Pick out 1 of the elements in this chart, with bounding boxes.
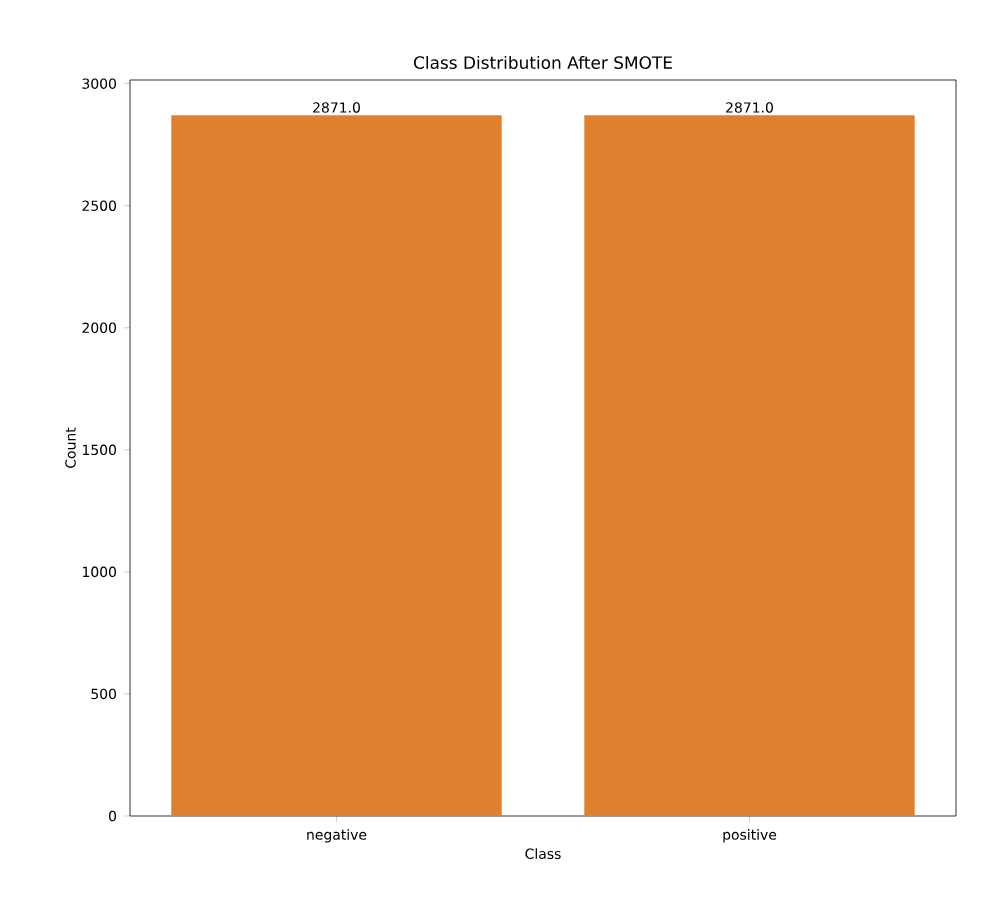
chart-title: Class Distribution After SMOTE [413, 55, 672, 69]
